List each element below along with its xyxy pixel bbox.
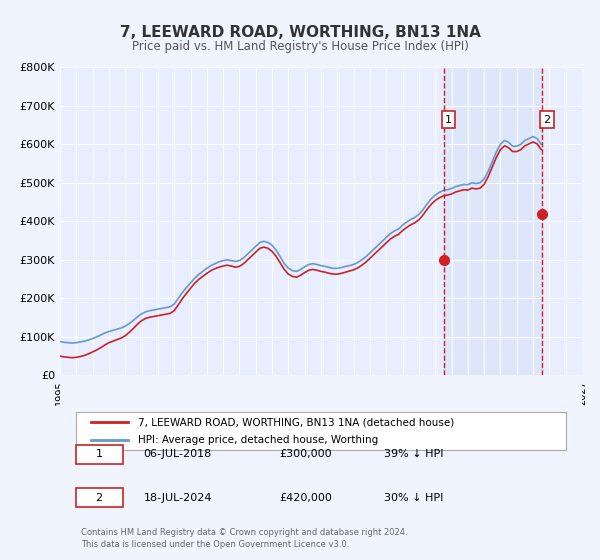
Text: £300,000: £300,000 xyxy=(279,449,332,459)
Text: £420,000: £420,000 xyxy=(279,493,332,503)
Text: 1: 1 xyxy=(95,449,103,459)
Text: HPI: Average price, detached house, Worthing: HPI: Average price, detached house, Wort… xyxy=(139,435,379,445)
Text: 2: 2 xyxy=(95,493,103,503)
Bar xyxy=(443,67,542,375)
Text: 30% ↓ HPI: 30% ↓ HPI xyxy=(383,493,443,503)
Text: 1: 1 xyxy=(445,115,452,124)
FancyBboxPatch shape xyxy=(76,412,566,450)
FancyBboxPatch shape xyxy=(76,445,122,464)
Text: This data is licensed under the Open Government Licence v3.0.: This data is licensed under the Open Gov… xyxy=(81,540,349,549)
Text: 2: 2 xyxy=(543,115,550,124)
Text: 7, LEEWARD ROAD, WORTHING, BN13 1NA (detached house): 7, LEEWARD ROAD, WORTHING, BN13 1NA (det… xyxy=(139,417,455,427)
Text: 06-JUL-2018: 06-JUL-2018 xyxy=(143,449,212,459)
Text: 18-JUL-2024: 18-JUL-2024 xyxy=(143,493,212,503)
Text: Contains HM Land Registry data © Crown copyright and database right 2024.: Contains HM Land Registry data © Crown c… xyxy=(81,528,407,536)
Text: 39% ↓ HPI: 39% ↓ HPI xyxy=(383,449,443,459)
Text: 7, LEEWARD ROAD, WORTHING, BN13 1NA: 7, LEEWARD ROAD, WORTHING, BN13 1NA xyxy=(119,25,481,40)
Text: Price paid vs. HM Land Registry's House Price Index (HPI): Price paid vs. HM Land Registry's House … xyxy=(131,40,469,53)
FancyBboxPatch shape xyxy=(76,488,122,507)
